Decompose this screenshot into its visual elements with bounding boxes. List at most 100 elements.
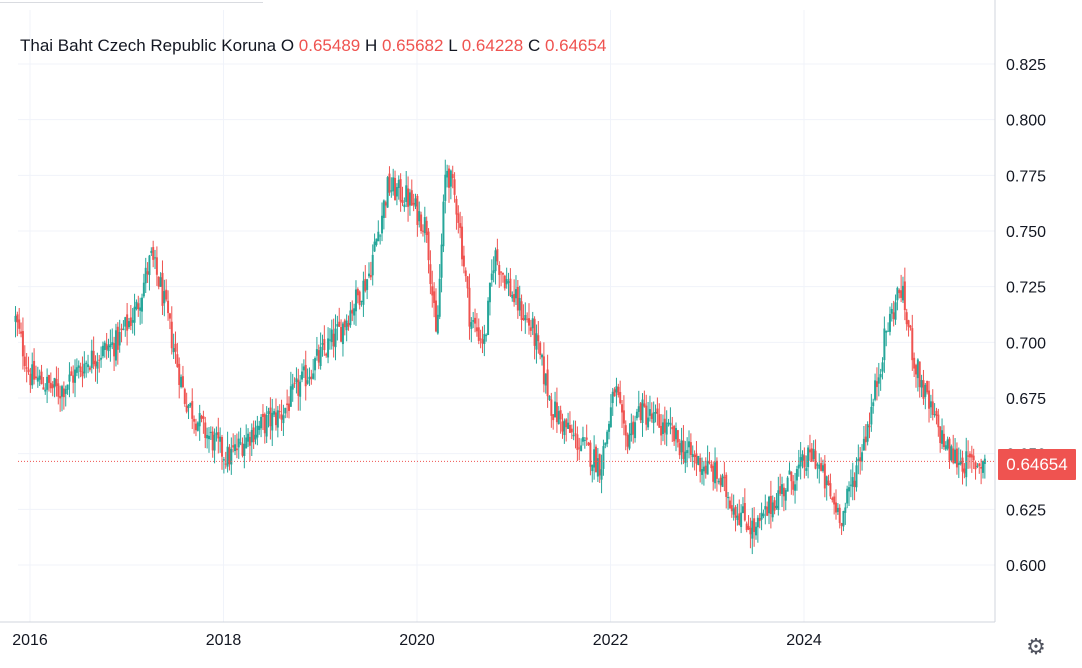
candle-body: [913, 357, 916, 369]
candle-body: [127, 321, 130, 328]
candle-body: [669, 422, 672, 426]
candle-body: [751, 520, 754, 539]
candle-body: [667, 422, 670, 424]
candle-body: [418, 211, 421, 222]
candle-body: [684, 451, 687, 463]
candle-body: [864, 436, 867, 443]
candle-body: [243, 443, 246, 456]
candle-body: [485, 335, 488, 337]
candle-body: [185, 405, 188, 412]
candle-body: [241, 443, 244, 456]
candle-body: [736, 515, 739, 521]
candle-body: [900, 290, 903, 298]
candle-body: [706, 460, 709, 475]
candle-body: [528, 318, 531, 326]
candle-body: [137, 303, 140, 310]
legend-high-label: H: [364, 36, 378, 55]
candle-body: [211, 431, 214, 451]
candle-body: [189, 402, 192, 406]
candle-body: [194, 423, 197, 431]
candle-body: [821, 465, 824, 471]
candle-body: [714, 462, 717, 484]
candle-body: [935, 410, 938, 416]
candle-body: [660, 425, 663, 436]
candle-body: [226, 446, 229, 467]
candle-body: [70, 371, 73, 376]
candle-body: [18, 319, 21, 329]
candle-body: [608, 423, 611, 432]
candle-body: [807, 447, 810, 468]
candle-body: [931, 401, 934, 415]
candle-body: [100, 357, 103, 360]
candle-body: [892, 312, 895, 319]
candle-body: [379, 235, 382, 237]
candle-body: [172, 348, 175, 353]
candle-body: [885, 330, 888, 333]
candle-body: [301, 371, 304, 380]
gear-icon[interactable]: ⚙: [1026, 634, 1046, 659]
candle-body: [206, 434, 209, 439]
candle-body: [129, 317, 132, 326]
candle-body: [382, 200, 385, 218]
candle-body: [209, 431, 212, 433]
candle-body: [423, 217, 426, 234]
candle-body: [781, 484, 784, 495]
candle-body: [808, 449, 811, 453]
last-price-tag: 0.64654: [998, 449, 1076, 480]
candle-body: [967, 455, 970, 457]
candle-body: [768, 496, 771, 514]
candle-body: [254, 434, 257, 440]
candle-body: [799, 457, 802, 467]
candle-body: [295, 378, 298, 383]
candle-body: [230, 448, 233, 465]
candle-body: [639, 403, 642, 421]
candle-body: [708, 462, 711, 464]
candle-body: [680, 440, 683, 453]
candle-body: [38, 375, 41, 380]
legend-low-label: L: [448, 36, 458, 55]
candle-body: [321, 343, 324, 345]
candle-body: [237, 438, 240, 448]
x-tick-label: 2024: [786, 632, 822, 649]
y-tick-label: 0.750: [1006, 224, 1046, 241]
candle-body: [946, 439, 949, 449]
candle-body: [546, 369, 549, 397]
candle-body: [436, 314, 439, 334]
legend-open-label: O: [280, 36, 295, 55]
candle-body: [271, 412, 274, 431]
candle-body: [801, 454, 804, 461]
candle-body: [213, 434, 216, 451]
candle-body: [362, 280, 365, 305]
candle-body: [438, 278, 441, 317]
candle-body: [360, 300, 363, 302]
candle-body: [621, 404, 624, 413]
candle-body: [721, 475, 724, 487]
candle-body: [544, 373, 547, 386]
legend-low-value: 0.64228: [461, 36, 524, 55]
candle-body: [88, 367, 91, 370]
candle-body: [632, 421, 635, 435]
candle-body: [970, 454, 973, 458]
candle-body: [840, 523, 843, 526]
candle-body: [812, 448, 815, 460]
y-tick-label: 0.800: [1006, 113, 1046, 130]
candle-body: [302, 366, 305, 371]
candle-body: [790, 471, 793, 482]
candle-body: [872, 402, 875, 407]
candle-body: [710, 464, 713, 469]
candle-body: [717, 480, 720, 483]
candle-body: [274, 412, 277, 426]
candle-body: [481, 339, 484, 344]
candle-body: [94, 360, 97, 367]
candle-body: [141, 297, 144, 312]
candle-body: [191, 401, 194, 419]
candle-body: [235, 448, 238, 451]
chart-legend: Thai Baht Czech Republic Koruna O 0.6548…: [20, 36, 606, 56]
candle-body: [628, 433, 631, 449]
candle-body: [47, 375, 50, 383]
candle-body: [412, 202, 415, 205]
candle-body: [648, 409, 651, 416]
candle-body: [263, 414, 266, 434]
candle-body: [794, 484, 797, 491]
